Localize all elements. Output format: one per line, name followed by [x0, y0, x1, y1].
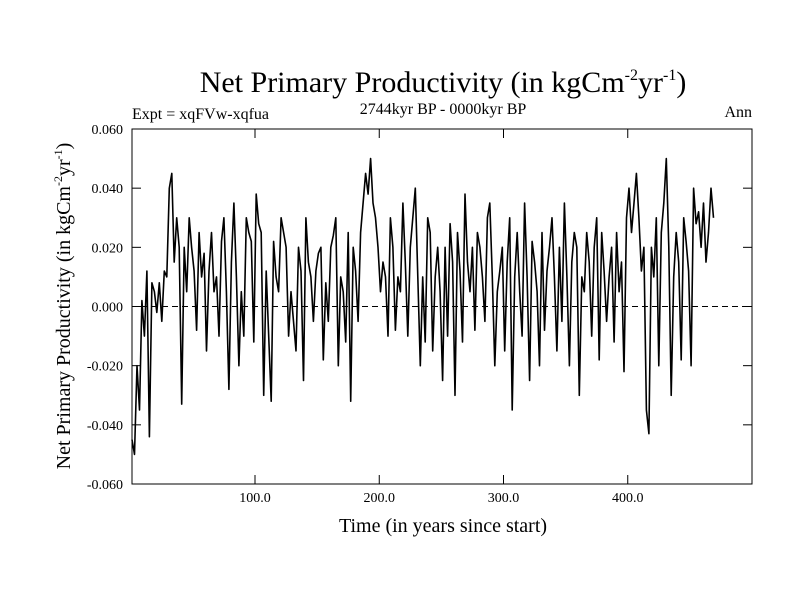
x-axis-ticks: 100.0 200.0 300.0 400.0 [239, 129, 644, 506]
y-tick-label: -0.020 [87, 360, 123, 375]
y-tick-label: 0.040 [92, 182, 124, 197]
y-tick-label: 0.020 [92, 241, 124, 256]
x-tick-label: 400.0 [612, 491, 644, 506]
npp-series-line [131, 157, 715, 456]
x-axis-label: Time (in years since start) [339, 515, 547, 537]
y-tick-label: 0.060 [92, 123, 124, 138]
y-axis-ticks: -0.060 -0.040 -0.020 0.000 0.020 0.040 0.060 [87, 123, 752, 493]
x-tick-label: 200.0 [364, 491, 396, 506]
season-label: Ann [724, 104, 752, 121]
y-tick-label: 0.000 [92, 301, 124, 316]
y-tick-label: -0.040 [87, 419, 123, 434]
time-range-label: 2744kyr BP - 0000kyr BP [360, 101, 527, 118]
y-tick-label: -0.060 [87, 478, 123, 493]
experiment-label: Expt = xqFVw-xqfua [132, 106, 269, 123]
x-tick-label: 300.0 [488, 491, 520, 506]
x-tick-label: 100.0 [239, 491, 271, 506]
chart-title: Net Primary Productivity (in kgCm-2yr-1) [200, 66, 687, 99]
y-axis-label: Net Primary Productivity (in kgCm-2yr-1) [51, 143, 75, 470]
